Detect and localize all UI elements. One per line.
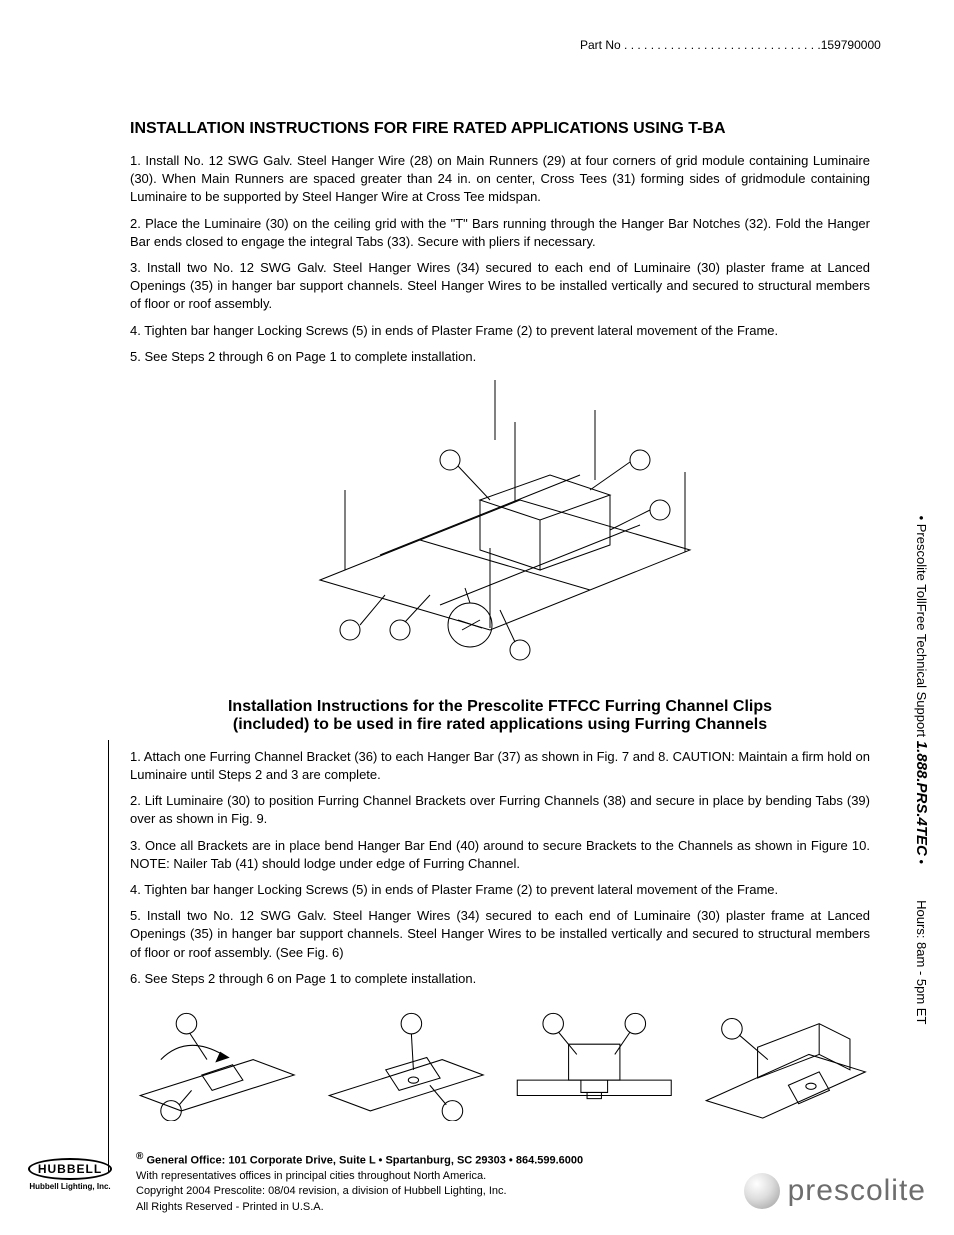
part-no-label: Part No — [580, 38, 621, 52]
diagram-grid-isometric — [290, 380, 710, 680]
section2-title-l1: Installation Instructions for the Presco… — [228, 698, 772, 715]
right-rail: • Prescolite TollFree Technical Support … — [912, 390, 932, 1150]
footer-line2: With representatives offices in principa… — [136, 1170, 486, 1182]
support-post: • — [914, 856, 929, 864]
part-no-value: 159790000 — [821, 38, 881, 52]
section2-title: Installation Instructions for the Presco… — [130, 698, 870, 734]
s2-step5: 5. Install two No. 12 SWG Galv. Steel Ha… — [130, 907, 870, 962]
s2-step2: 2. Lift Luminaire (30) to position Furri… — [130, 792, 870, 828]
support-pre: • Prescolite TollFree Technical Support — [914, 516, 929, 741]
registered-icon: ® — [136, 1151, 143, 1162]
part-no-dots: . . . . . . . . . . . . . . . . . . . . … — [621, 38, 821, 52]
s1-step2: 2. Place the Luminaire (30) on the ceili… — [130, 215, 870, 251]
hubbell-oval: HUBBELL — [28, 1158, 112, 1180]
diagram-fig10 — [696, 998, 871, 1121]
footer-line1: General Office: 101 Corporate Drive, Sui… — [146, 1154, 583, 1166]
hubbell-sub: Hubbell Lighting, Inc. — [20, 1182, 120, 1191]
main-content: INSTALLATION INSTRUCTIONS FOR FIRE RATED… — [130, 120, 870, 1121]
support-phone: 1.888.PRS.4TEC — [913, 741, 930, 856]
diagram-row-small — [130, 998, 870, 1121]
support-hours: Hours: 8am - 5pm ET — [914, 900, 929, 1024]
diagram-fig7 — [130, 998, 305, 1121]
s2-step6: 6. See Steps 2 through 6 on Page 1 to co… — [130, 970, 870, 988]
diagram-fig8 — [319, 998, 494, 1121]
s2-step4: 4. Tighten bar hanger Locking Screws (5)… — [130, 881, 870, 899]
footer-line4: All Rights Reserved - Printed in U.S.A. — [136, 1201, 324, 1213]
part-number: Part No . . . . . . . . . . . . . . . . … — [580, 38, 881, 52]
prescolite-word: prescolite — [788, 1174, 926, 1208]
sphere-icon — [744, 1173, 780, 1209]
s2-step3: 3. Once all Brackets are in place bend H… — [130, 837, 870, 873]
prescolite-logo: prescolite — [744, 1173, 926, 1209]
section2-title-l2: (included) to be used in fire rated appl… — [233, 716, 767, 733]
s2-step1: 1. Attach one Furring Channel Bracket (3… — [130, 748, 870, 784]
hubbell-logo: HUBBELL Hubbell Lighting, Inc. — [20, 1158, 120, 1191]
s1-step3: 3. Install two No. 12 SWG Galv. Steel Ha… — [130, 259, 870, 314]
diagram-fig9 — [507, 998, 682, 1121]
s1-step5: 5. See Steps 2 through 6 on Page 1 to co… — [130, 348, 870, 366]
s1-step4: 4. Tighten bar hanger Locking Screws (5)… — [130, 322, 870, 340]
footer-line3: Copyright 2004 Prescolite: 08/04 revisio… — [136, 1185, 507, 1197]
s1-step1: 1. Install No. 12 SWG Galv. Steel Hanger… — [130, 152, 870, 207]
vertical-rule — [108, 740, 109, 1172]
section1-title: INSTALLATION INSTRUCTIONS FOR FIRE RATED… — [130, 120, 870, 138]
